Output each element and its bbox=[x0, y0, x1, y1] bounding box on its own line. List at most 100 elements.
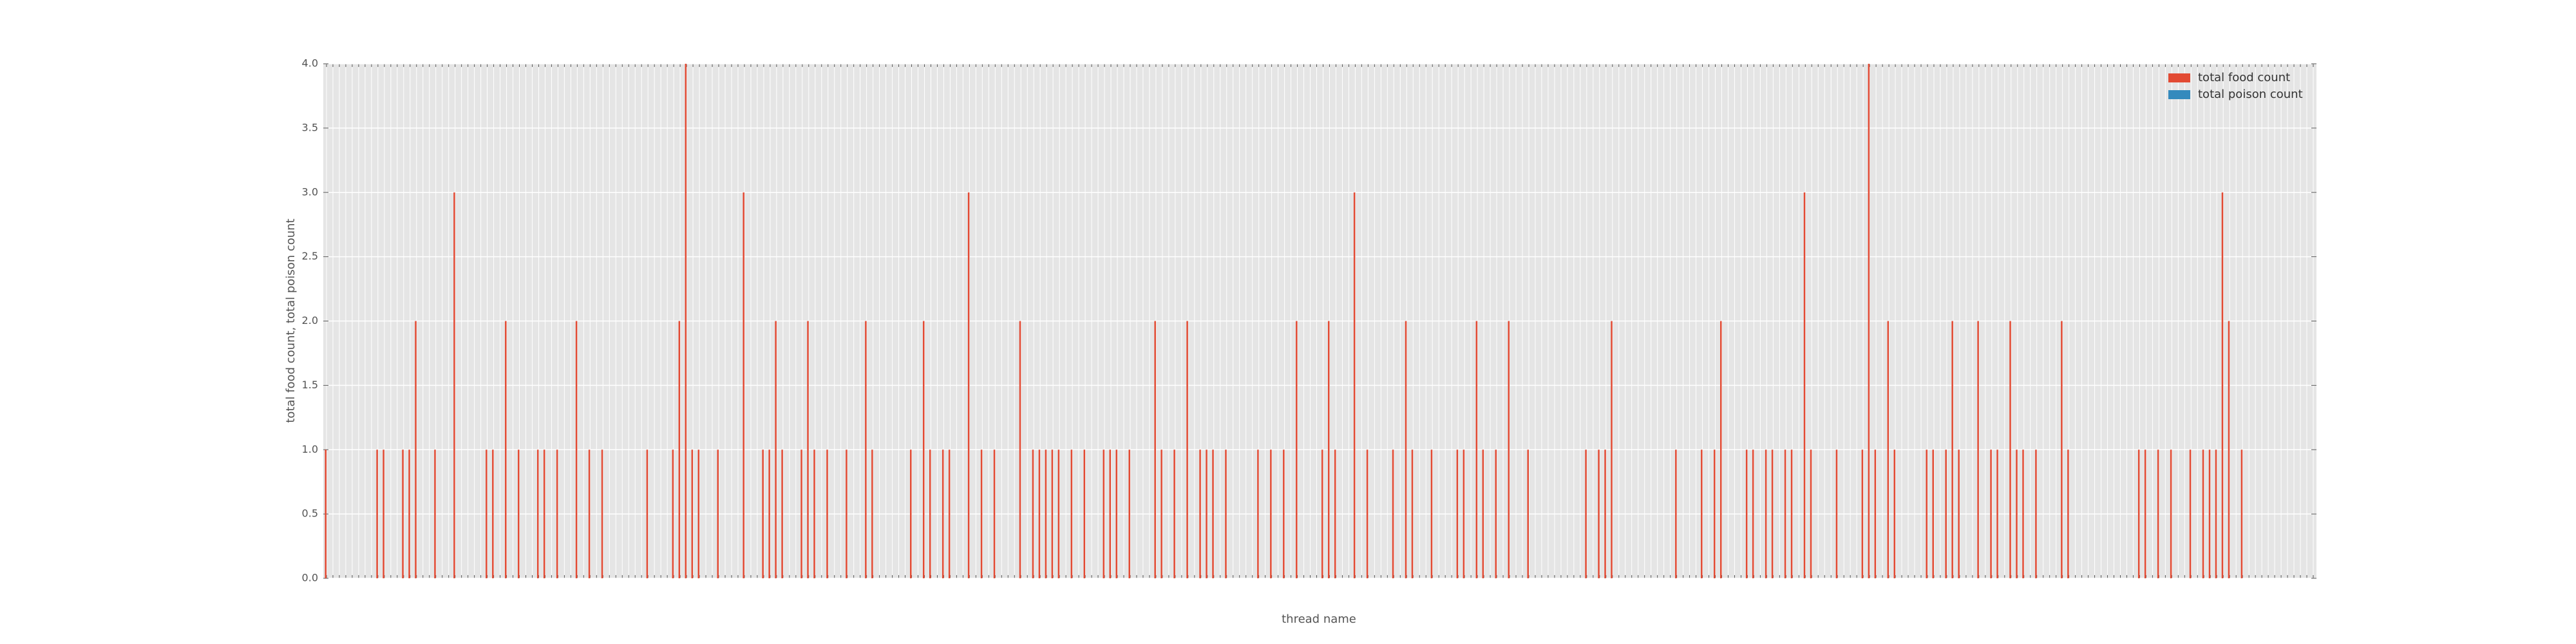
bar bbox=[865, 321, 867, 578]
legend-swatch bbox=[2168, 73, 2190, 82]
bar bbox=[1463, 450, 1465, 578]
bar bbox=[1212, 450, 1214, 578]
bar bbox=[929, 450, 931, 578]
bar bbox=[775, 321, 777, 578]
bar bbox=[813, 450, 815, 578]
bar bbox=[1019, 321, 1021, 578]
bar bbox=[1810, 450, 1812, 578]
bar bbox=[1996, 450, 1998, 578]
bar bbox=[1495, 450, 1497, 578]
bar bbox=[1103, 450, 1105, 578]
bar bbox=[1366, 450, 1368, 578]
bar bbox=[575, 321, 578, 578]
bar bbox=[2137, 450, 2140, 578]
bar bbox=[697, 450, 700, 578]
bar bbox=[1932, 450, 1934, 578]
bar bbox=[1430, 450, 1433, 578]
bar bbox=[2144, 450, 2146, 578]
bar bbox=[2061, 321, 2063, 578]
bar bbox=[672, 450, 674, 578]
bar bbox=[1714, 450, 1716, 578]
bar bbox=[2228, 321, 2230, 578]
bar bbox=[1353, 192, 1356, 578]
legend-swatch bbox=[2168, 90, 2190, 99]
bar bbox=[1771, 450, 1774, 578]
bar bbox=[993, 450, 996, 578]
bar bbox=[505, 321, 507, 578]
bar bbox=[1701, 450, 1703, 578]
bar bbox=[1926, 450, 1927, 578]
bar bbox=[1990, 450, 1992, 578]
bar bbox=[492, 450, 494, 578]
bar bbox=[588, 450, 591, 578]
bar bbox=[1874, 450, 1877, 578]
y-tick-label: 0.5 bbox=[302, 507, 318, 520]
bar bbox=[1951, 321, 1953, 578]
bar bbox=[1604, 450, 1606, 578]
bar bbox=[948, 450, 951, 578]
bar bbox=[1392, 450, 1394, 578]
bar bbox=[807, 321, 809, 578]
bar bbox=[1745, 450, 1748, 578]
bar bbox=[1173, 450, 1175, 578]
bar bbox=[415, 321, 417, 578]
bar bbox=[402, 450, 404, 578]
bar bbox=[2067, 450, 2069, 578]
bar bbox=[922, 321, 925, 578]
bar bbox=[2035, 450, 2037, 578]
bar bbox=[1109, 450, 1112, 578]
bar bbox=[1752, 450, 1754, 578]
bar bbox=[1475, 321, 1478, 578]
bar bbox=[2157, 450, 2159, 578]
bar bbox=[1585, 450, 1587, 578]
bar bbox=[434, 450, 436, 578]
bar bbox=[1257, 450, 1259, 578]
bar bbox=[1321, 450, 1323, 578]
bar bbox=[871, 450, 873, 578]
bar bbox=[1154, 321, 1156, 578]
bar bbox=[1675, 450, 1677, 578]
x-axis-label: thread name bbox=[1282, 612, 1356, 626]
bar bbox=[826, 450, 828, 578]
bar bbox=[408, 450, 410, 578]
bar bbox=[2202, 450, 2204, 578]
bar bbox=[1598, 450, 1600, 578]
y-tick-label: 1.5 bbox=[302, 379, 318, 391]
bar bbox=[1887, 321, 1889, 578]
bar bbox=[1128, 450, 1130, 578]
bar bbox=[383, 450, 384, 578]
bar bbox=[1206, 450, 1208, 578]
bar bbox=[2022, 450, 2024, 578]
bar bbox=[768, 450, 770, 578]
bar bbox=[1045, 450, 1047, 578]
bar bbox=[2170, 450, 2172, 578]
bar bbox=[1070, 450, 1073, 578]
bar bbox=[846, 450, 848, 578]
bar bbox=[1527, 450, 1529, 578]
bar bbox=[800, 450, 802, 578]
bar bbox=[967, 192, 970, 578]
bar bbox=[1719, 321, 1722, 578]
bar bbox=[781, 450, 783, 578]
bar bbox=[1199, 450, 1201, 578]
bar bbox=[1765, 450, 1767, 578]
bar bbox=[1327, 321, 1330, 578]
bar bbox=[1186, 321, 1188, 578]
bar bbox=[1032, 450, 1034, 578]
bar bbox=[543, 450, 545, 578]
bar bbox=[691, 450, 694, 578]
bar bbox=[325, 450, 327, 578]
bar bbox=[556, 450, 558, 578]
bar bbox=[2215, 450, 2217, 578]
bar bbox=[1283, 450, 1285, 578]
bar bbox=[1296, 321, 1298, 578]
bar bbox=[717, 450, 719, 578]
bar bbox=[1945, 450, 1947, 578]
y-tick-label: 4.0 bbox=[302, 57, 318, 70]
bar bbox=[1790, 450, 1793, 578]
y-tick-label: 3.0 bbox=[302, 185, 318, 198]
legend-label: total food count bbox=[2198, 71, 2290, 84]
y-tick-label: 2.5 bbox=[302, 250, 318, 262]
bar bbox=[1115, 450, 1118, 578]
bar bbox=[1784, 450, 1786, 578]
